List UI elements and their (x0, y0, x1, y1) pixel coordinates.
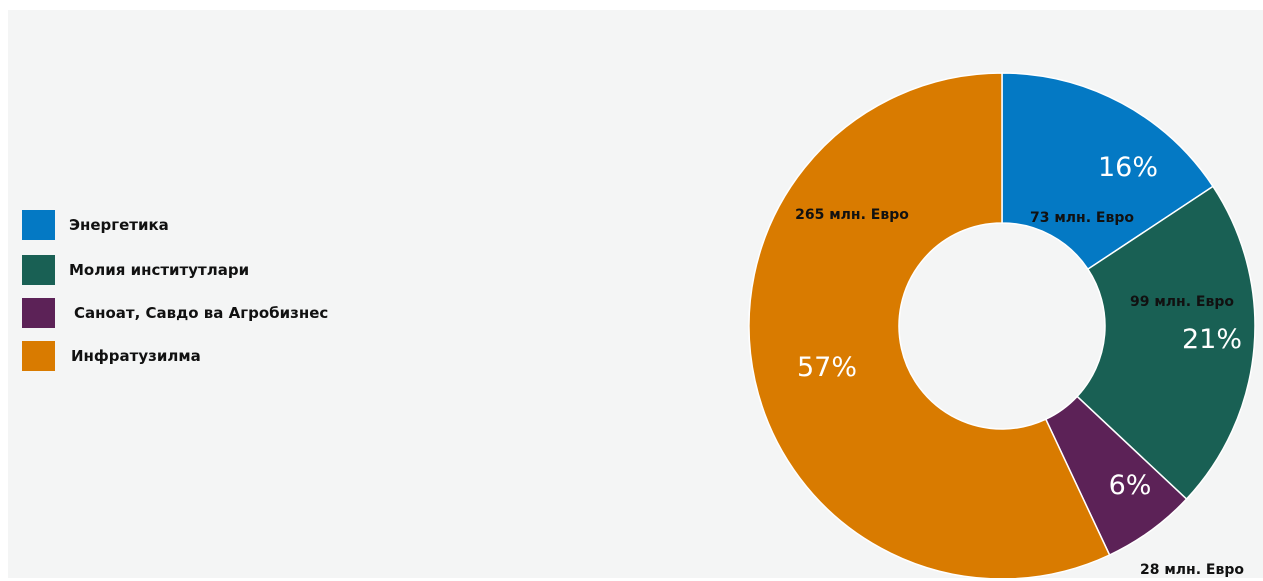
legend-swatch-infrastructure (22, 341, 55, 371)
value-label-finance: 99 млн. Евро (1130, 294, 1234, 310)
legend-label-energy: Энергетика (69, 216, 169, 234)
percent-label-energy: 16% (1098, 152, 1158, 183)
legend-swatch-energy (22, 210, 55, 240)
donut-chart: 16% 21% 6% 57% 73 млн. Евро 99 млн. Евро… (748, 72, 1256, 578)
percent-label-industry: 6% (1109, 470, 1152, 501)
legend-item-finance[interactable]: Молия институтлари (22, 255, 249, 285)
slice-energy[interactable] (1001, 72, 1215, 271)
percent-label-infrastructure: 57% (797, 352, 857, 383)
slice-finance[interactable] (1076, 185, 1256, 501)
value-label-energy: 73 млн. Евро (1030, 210, 1134, 226)
percent-label-finance: 21% (1182, 324, 1242, 355)
legend-label-infrastructure: Инфратузилма (71, 347, 201, 365)
legend-label-industry: Саноат, Савдо ва Агробизнес (74, 304, 329, 322)
legend-item-infrastructure[interactable]: Инфратузилма (22, 341, 201, 371)
legend-item-energy[interactable]: Энергетика (22, 210, 169, 240)
chart-area: Энергетика Молия институтлари Саноат, Са… (8, 10, 1263, 578)
slice-infrastructure[interactable] (748, 72, 1111, 578)
legend-swatch-industry (22, 298, 55, 328)
legend-item-industry[interactable]: Саноат, Савдо ва Агробизнес (22, 298, 328, 328)
legend-label-finance: Молия институтлари (69, 261, 250, 279)
value-label-infrastructure: 265 млн. Евро (795, 207, 909, 223)
legend-swatch-finance (22, 255, 55, 285)
value-label-industry: 28 млн. Евро (1140, 562, 1244, 578)
